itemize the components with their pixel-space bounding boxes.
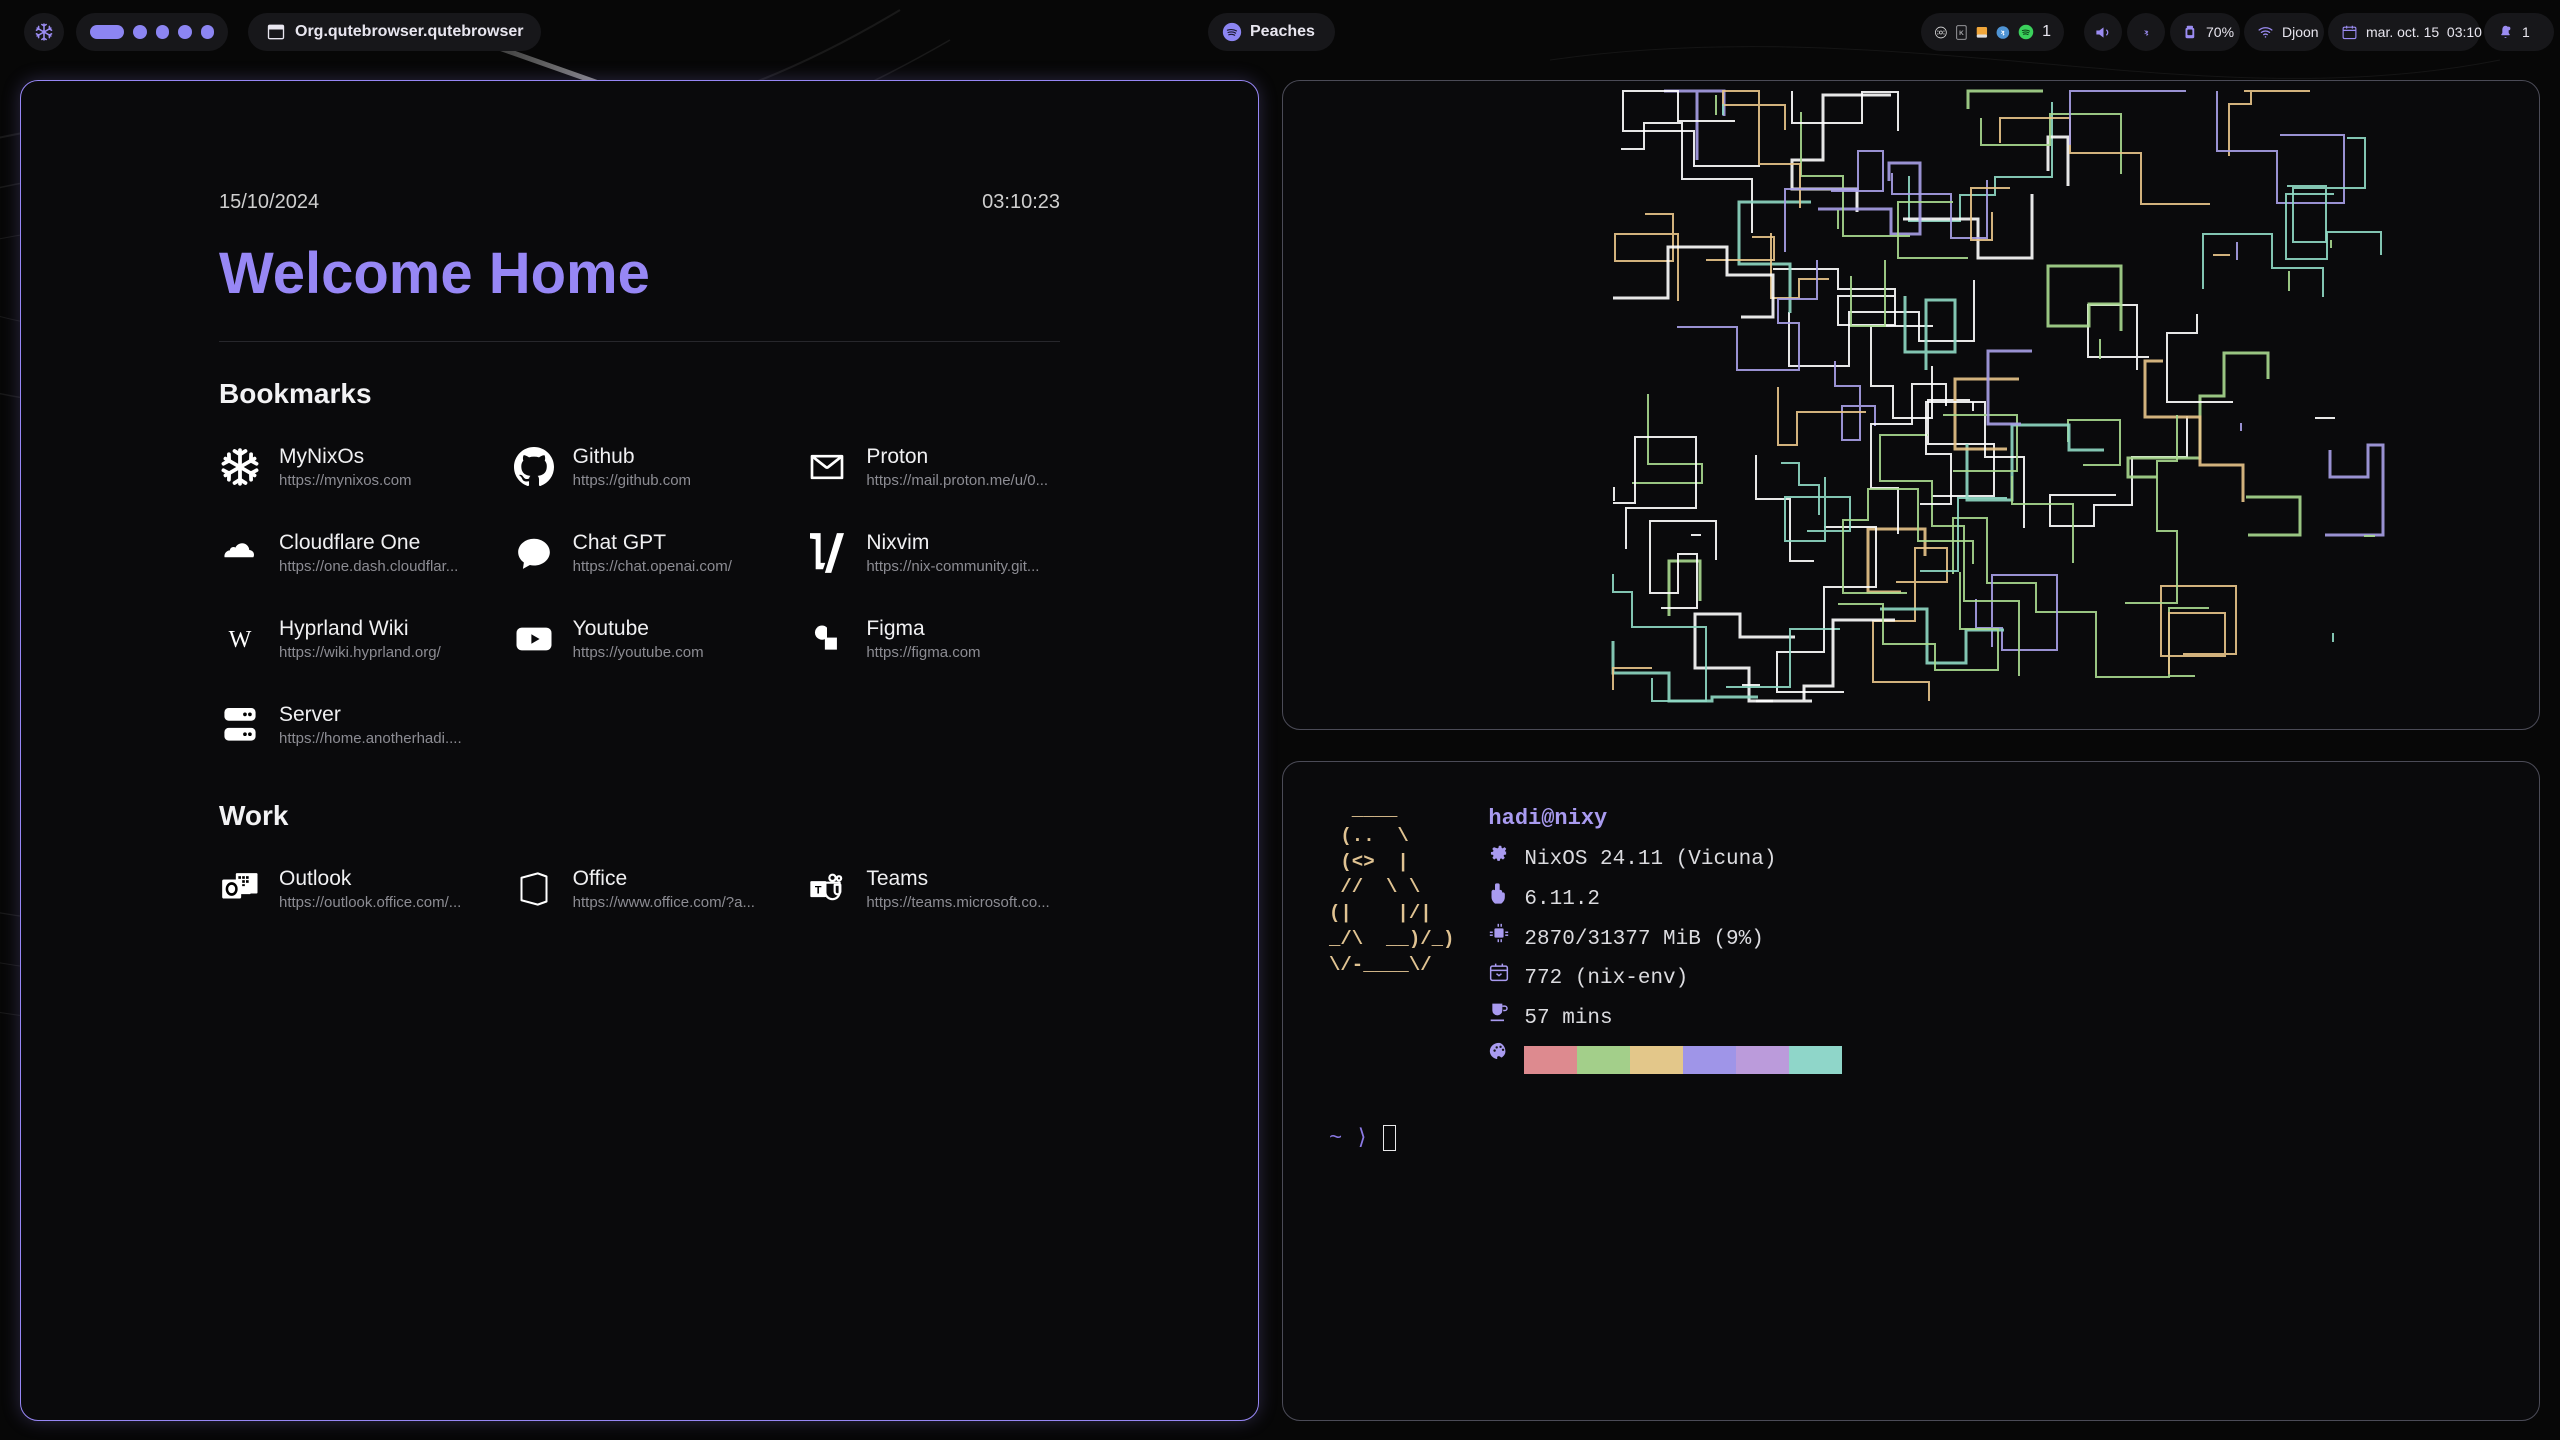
svg-text:K: K [1959,30,1964,37]
svg-text:T: T [815,884,822,896]
svg-text:W: W [229,627,252,653]
